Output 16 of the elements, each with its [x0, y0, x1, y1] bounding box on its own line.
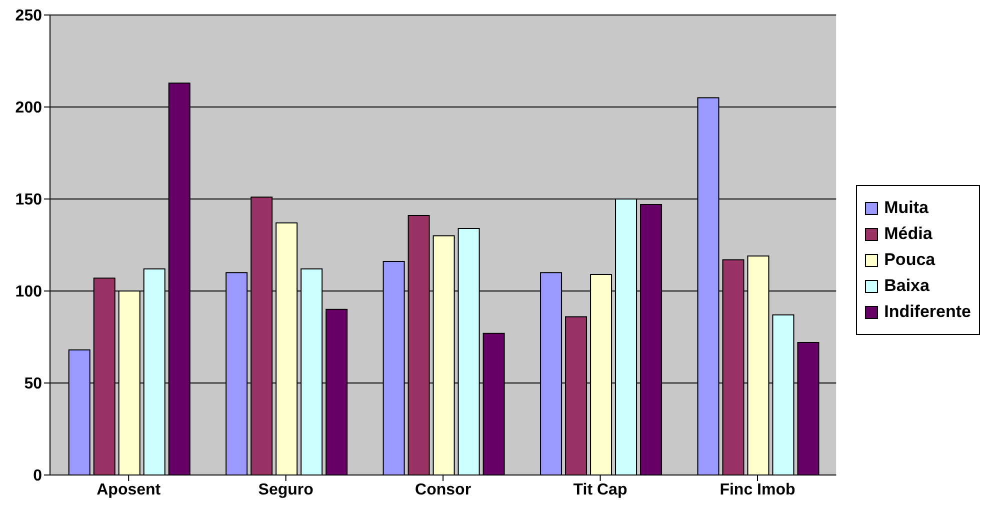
- x-tick-label: Tit Cap: [573, 481, 628, 498]
- y-tick-label: 100: [15, 284, 42, 301]
- legend-label: Muita: [884, 198, 928, 218]
- legend-label: Média: [884, 224, 932, 244]
- x-tick-label: Consor: [415, 481, 472, 498]
- legend-label: Baixa: [884, 276, 930, 296]
- x-tick-label: Aposent: [96, 481, 162, 498]
- y-tick-label: 250: [15, 8, 42, 25]
- legend-label: Indiferente: [884, 302, 971, 322]
- y-tick-label: 50: [24, 376, 42, 393]
- y-tick-label: 0: [33, 468, 42, 485]
- y-tick-label: 200: [15, 100, 42, 117]
- x-tick-label: Finc Imob: [720, 481, 796, 498]
- x-tick-label: Seguro: [258, 481, 314, 498]
- legend-label: Pouca: [884, 250, 936, 270]
- y-tick-label: 150: [15, 192, 42, 209]
